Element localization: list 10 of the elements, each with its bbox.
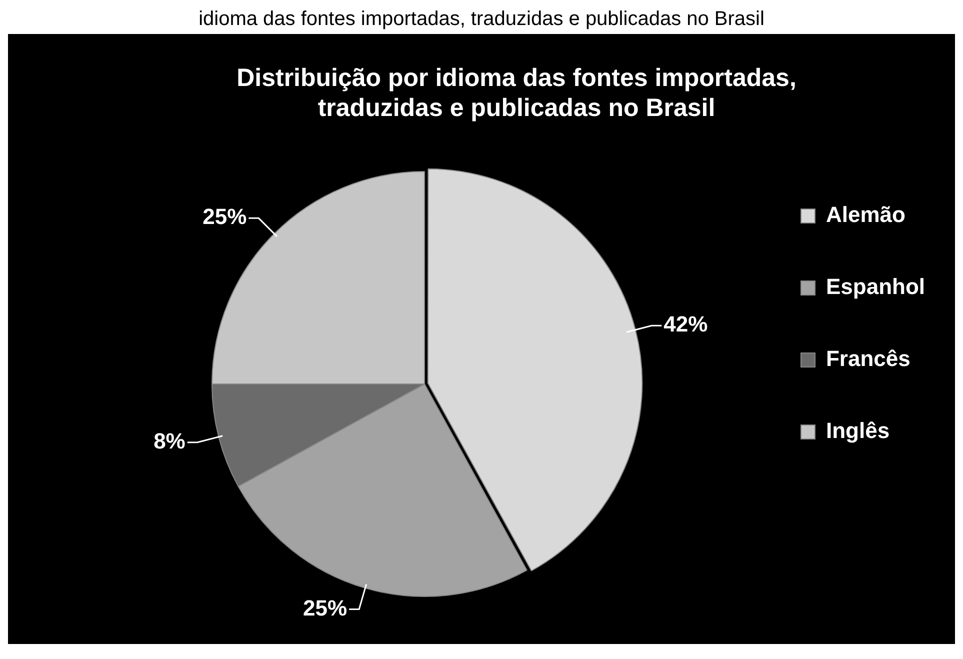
data-label: 25% (202, 204, 247, 230)
legend-label: Espanhol (826, 274, 926, 300)
chart-title: Distribuição por idioma das fontes importadas, traduzidas e publicadas no Brasil (236, 64, 796, 122)
legend-label: Inglês (826, 418, 890, 444)
data-label: 25% (303, 595, 348, 620)
text: idioma das fontes importadas, traduzidas e publicadas no Brasil (198, 8, 766, 32)
legend-label: Francês (826, 346, 910, 372)
data-label: 8% (154, 428, 186, 454)
data-label: 42% (664, 312, 708, 337)
legend-label: Alemão (826, 202, 906, 228)
